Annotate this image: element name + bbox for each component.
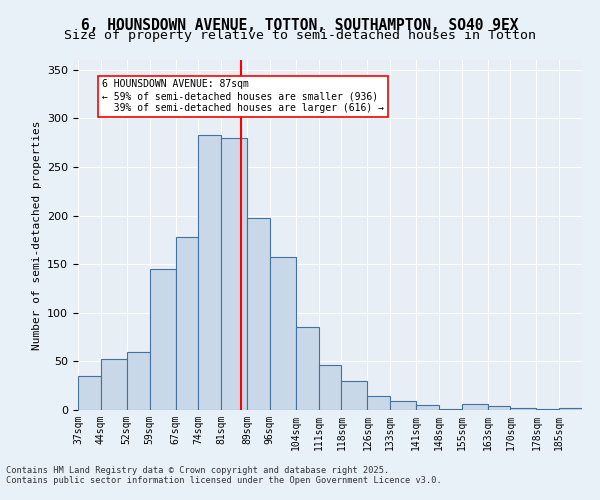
Bar <box>127 352 149 410</box>
Bar <box>78 376 101 410</box>
Bar <box>247 218 270 410</box>
Bar <box>488 406 511 410</box>
Bar <box>221 138 247 410</box>
Bar <box>341 381 367 410</box>
Text: Contains HM Land Registry data © Crown copyright and database right 2025.
Contai: Contains HM Land Registry data © Crown c… <box>6 466 442 485</box>
Y-axis label: Number of semi-detached properties: Number of semi-detached properties <box>32 120 41 350</box>
Text: Size of property relative to semi-detached houses in Totton: Size of property relative to semi-detach… <box>64 29 536 42</box>
Text: 6 HOUNSDOWN AVENUE: 87sqm
← 59% of semi-detached houses are smaller (936)
  39% : 6 HOUNSDOWN AVENUE: 87sqm ← 59% of semi-… <box>103 80 385 112</box>
Bar <box>439 409 461 410</box>
Bar <box>149 269 176 410</box>
Bar <box>199 135 221 410</box>
Bar <box>536 409 559 410</box>
Bar <box>270 258 296 410</box>
Bar <box>461 404 488 410</box>
Bar <box>390 401 416 410</box>
Bar <box>176 237 199 410</box>
Bar <box>319 366 341 410</box>
Text: 6, HOUNSDOWN AVENUE, TOTTON, SOUTHAMPTON, SO40 9EX: 6, HOUNSDOWN AVENUE, TOTTON, SOUTHAMPTON… <box>81 18 519 32</box>
Bar <box>559 408 582 410</box>
Bar <box>101 360 127 410</box>
Bar <box>296 328 319 410</box>
Bar <box>367 396 390 410</box>
Bar <box>416 405 439 410</box>
Bar <box>511 408 536 410</box>
